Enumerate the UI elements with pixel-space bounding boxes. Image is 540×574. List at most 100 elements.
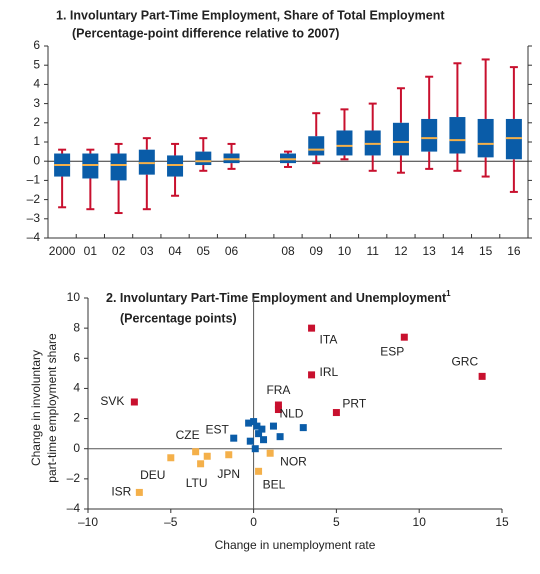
point — [135, 488, 143, 496]
x-tick-label: 12 — [394, 244, 408, 258]
chart-subtitle: (Percentage-point difference relative to… — [72, 26, 339, 40]
box — [421, 118, 438, 152]
box — [336, 130, 353, 156]
point-label: ITA — [320, 332, 338, 346]
point-label: NLD — [279, 406, 303, 420]
y-tick-label: 0 — [33, 153, 40, 167]
y-tick-label: –2 — [67, 471, 81, 485]
box — [449, 117, 466, 154]
x-tick-label: 08 — [281, 244, 295, 258]
y-tick-label: 10 — [67, 290, 81, 304]
y-tick-label: 5 — [33, 57, 40, 71]
point — [274, 406, 282, 414]
point — [203, 452, 211, 460]
box — [392, 122, 409, 156]
point-label: IRL — [320, 365, 339, 379]
point-label: FRA — [266, 383, 290, 397]
point-label: CZE — [176, 428, 200, 442]
x-tick-label: –5 — [164, 515, 178, 529]
x-tick-label: 16 — [507, 244, 521, 258]
box — [308, 136, 325, 156]
title-note: 1 — [446, 289, 451, 298]
y-tick-label: 6 — [73, 350, 80, 364]
point — [245, 419, 253, 427]
point — [225, 451, 233, 459]
point — [308, 324, 316, 332]
point-label: GRC — [451, 355, 478, 369]
y-tick-label: 0 — [73, 441, 80, 455]
point — [276, 433, 284, 441]
x-tick-label: 15 — [495, 515, 509, 529]
point — [274, 401, 282, 409]
y-tick-label: 2 — [73, 411, 80, 425]
y-tick-label: –4 — [67, 501, 81, 515]
x-tick-label: 15 — [479, 244, 493, 258]
point — [299, 424, 307, 432]
y-tick-label: –1 — [27, 173, 41, 187]
y-tick-label: 2 — [33, 115, 40, 129]
x-tick-label: 09 — [310, 244, 324, 258]
point-label: DEU — [140, 468, 165, 482]
point — [260, 436, 268, 444]
point — [269, 422, 277, 430]
x-tick-label: 10 — [413, 515, 427, 529]
point — [253, 422, 261, 430]
point — [258, 425, 266, 433]
x-tick-label: –10 — [78, 515, 98, 529]
point-label: SVK — [100, 394, 124, 408]
point-label: LTU — [186, 476, 208, 490]
y-tick-label: –3 — [27, 211, 41, 225]
y-tick-label: 1 — [33, 134, 40, 148]
point — [308, 371, 316, 379]
x-tick-label: 05 — [197, 244, 211, 258]
point-label: NOR — [280, 454, 307, 468]
box — [195, 151, 212, 166]
chart-title: 2. Involuntary Part-Time Employment and … — [106, 289, 451, 305]
chart-title: 1. Involuntary Part-Time Employment, Sha… — [56, 8, 445, 22]
x-tick-label: 04 — [168, 244, 182, 258]
point-label: ESP — [380, 344, 404, 358]
y-axis-label: Change in involuntary — [29, 350, 43, 466]
x-tick-label: 02 — [112, 244, 126, 258]
point — [332, 409, 340, 417]
y-tick-label: –4 — [27, 230, 41, 244]
x-tick-label: 5 — [333, 515, 340, 529]
y-tick-label: 8 — [73, 320, 80, 334]
point — [255, 467, 263, 475]
point — [167, 454, 175, 462]
x-tick-label: 0 — [250, 515, 257, 529]
x-tick-label: 13 — [422, 244, 436, 258]
title-text: 2. Involuntary Part-Time Employment and … — [106, 291, 447, 305]
box — [110, 153, 127, 181]
point — [197, 460, 205, 468]
point — [230, 434, 238, 442]
point-label: BEL — [263, 477, 286, 491]
point — [478, 372, 486, 380]
y-tick-label: –2 — [27, 192, 41, 206]
point-label: ISR — [111, 485, 131, 499]
point — [400, 333, 408, 341]
y-axis-label: part-time employment share — [45, 333, 59, 483]
point — [246, 437, 254, 445]
chart-subtitle: (Percentage points) — [120, 311, 237, 325]
point — [251, 445, 259, 453]
point — [255, 430, 263, 438]
box — [477, 118, 494, 158]
point-label: EST — [206, 422, 230, 436]
point — [192, 448, 200, 456]
y-tick-label: 4 — [33, 77, 40, 91]
x-tick-label: 2000 — [49, 244, 76, 258]
x-tick-label: 03 — [140, 244, 154, 258]
x-tick-label: 10 — [338, 244, 352, 258]
x-tick-label: 01 — [84, 244, 98, 258]
x-tick-label: 11 — [366, 244, 379, 258]
x-tick-label: 14 — [451, 244, 465, 258]
y-tick-label: 4 — [73, 381, 80, 395]
point-label: PRT — [342, 397, 366, 411]
point — [130, 398, 138, 406]
point-label: JPN — [217, 467, 240, 481]
point — [266, 449, 274, 457]
x-axis-label: Change in unemployment rate — [215, 538, 376, 552]
y-tick-label: 3 — [33, 96, 40, 110]
